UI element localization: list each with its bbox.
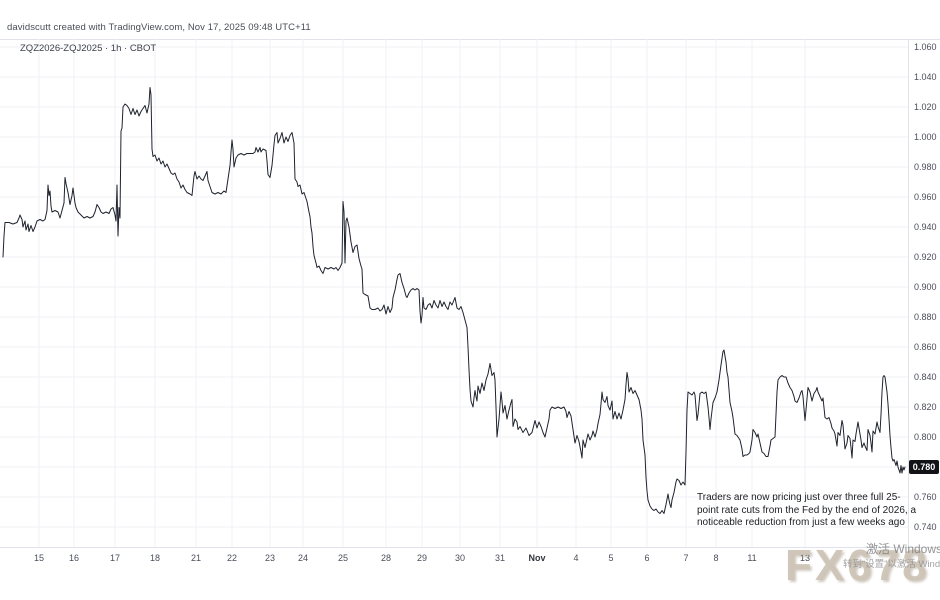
price-axis-label: 0.820	[914, 402, 937, 412]
time-axis-label: 28	[380, 553, 392, 563]
price-axis-label: 0.900	[914, 282, 937, 292]
time-axis-label: 7	[683, 553, 689, 563]
price-axis-label: 0.940	[914, 222, 937, 232]
price-axis-label: 0.760	[914, 492, 937, 502]
price-axis-label: 1.040	[914, 72, 937, 82]
last-price-badge: 0.780	[909, 460, 939, 474]
time-axis-label: 17	[109, 553, 121, 563]
price-axis-label: 1.020	[914, 102, 937, 112]
symbol-legend[interactable]: ZQZ2026-ZQJ2025 · 1h · CBOT	[20, 43, 157, 54]
time-axis-label: 24	[297, 553, 309, 563]
time-axis-label: 23	[264, 553, 276, 563]
time-axis-label: Nov	[528, 553, 546, 563]
header-separator	[0, 39, 940, 40]
price-axis-label: 0.880	[914, 312, 937, 322]
time-axis-label: 11	[747, 553, 757, 563]
time-axis-label: 5	[608, 553, 614, 563]
time-axis-label: 22	[226, 553, 238, 563]
time-axis-label: 25	[337, 553, 349, 563]
time-axis-label: 31	[494, 553, 506, 563]
time-axis-label: 8	[713, 553, 719, 563]
chart-text-annotation[interactable]: Traders are now pricing just over three …	[697, 492, 917, 528]
time-axis-label: 6	[644, 553, 650, 563]
time-axis-label: 21	[190, 553, 202, 563]
price-axis-separator	[908, 39, 909, 547]
price-axis-label: 1.060	[914, 42, 937, 52]
time-axis-separator	[0, 547, 940, 548]
time-axis-label: 4	[573, 553, 579, 563]
time-axis-label: 30	[454, 553, 466, 563]
price-axis-label: 0.840	[914, 372, 937, 382]
price-axis-label: 0.980	[914, 162, 937, 172]
price-axis-label: 0.740	[914, 522, 937, 532]
time-axis-label: 13	[799, 553, 811, 563]
attribution-text: davidscutt created with TradingView.com,…	[7, 22, 311, 33]
time-axis-label: 16	[68, 553, 80, 563]
time-axis-label: 15	[33, 553, 45, 563]
price-axis-label: 0.920	[914, 252, 937, 262]
time-axis-label: 18	[149, 553, 161, 563]
time-axis-label: 29	[416, 553, 428, 563]
windows-activation-watermark-line2: 转到“设置”以激活 Windows。	[843, 559, 940, 570]
fx678-watermark: FX678	[785, 541, 930, 590]
price-axis-label: 1.000	[914, 132, 937, 142]
windows-activation-watermark-line1: 激活 Windows	[866, 542, 940, 556]
time-axis[interactable]: 15 16 17 18 21 22 23 24 25 28 29 30 31 Nov 4 5 6 7 8 11 13	[0, 548, 940, 568]
price-axis-label: 0.800	[914, 432, 937, 442]
price-axis-label: 0.960	[914, 192, 937, 202]
price-line-series	[2, 87, 906, 514]
price-axis-label: 0.860	[914, 342, 937, 352]
